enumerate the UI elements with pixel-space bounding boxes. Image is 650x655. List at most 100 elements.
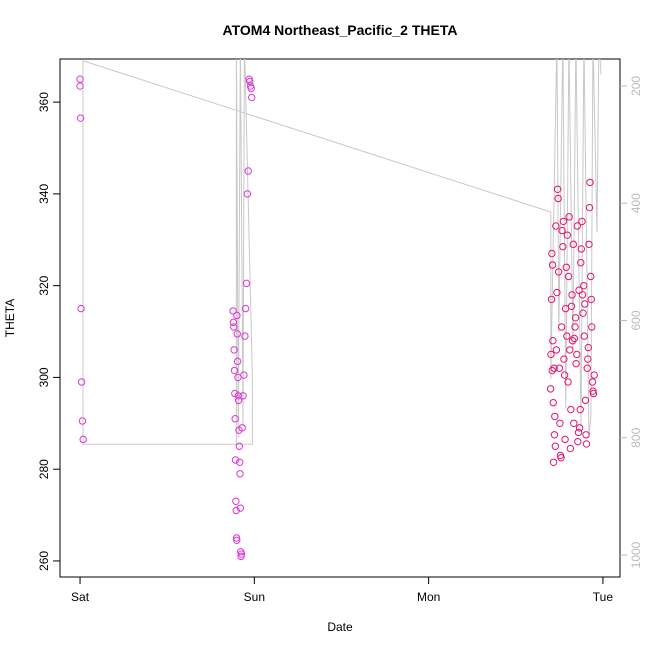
x-tick-label: Mon bbox=[417, 590, 440, 604]
point bbox=[556, 419, 564, 427]
point bbox=[550, 431, 559, 439]
y2-tick-label: 200 bbox=[629, 76, 643, 96]
point bbox=[233, 536, 241, 544]
point bbox=[587, 272, 595, 281]
y-tick-label: 340 bbox=[37, 184, 51, 204]
y2-tick-label: 600 bbox=[629, 310, 643, 330]
point bbox=[229, 318, 238, 327]
point bbox=[557, 454, 565, 462]
y-tick-label: 360 bbox=[37, 92, 51, 112]
point bbox=[588, 323, 596, 331]
point bbox=[558, 226, 566, 235]
point bbox=[572, 359, 580, 368]
point bbox=[76, 82, 84, 90]
x-tick-label: Tue bbox=[593, 590, 614, 604]
point bbox=[581, 396, 590, 405]
y-tick-label: 300 bbox=[37, 367, 51, 387]
point bbox=[554, 268, 563, 276]
plot-area bbox=[76, 59, 602, 561]
point bbox=[243, 190, 252, 198]
point bbox=[564, 272, 573, 281]
point bbox=[231, 415, 239, 423]
point bbox=[571, 323, 579, 331]
y2-tick-label: 800 bbox=[629, 427, 643, 447]
y2-tick-label: 1000 bbox=[629, 541, 643, 568]
point bbox=[550, 364, 558, 372]
point bbox=[585, 203, 594, 212]
point bbox=[551, 442, 560, 450]
point bbox=[247, 84, 255, 93]
point bbox=[233, 330, 241, 338]
point bbox=[242, 279, 251, 288]
y2-tick-label: 400 bbox=[629, 193, 643, 213]
point bbox=[583, 364, 591, 372]
point bbox=[562, 263, 571, 272]
point bbox=[570, 419, 578, 427]
point bbox=[238, 424, 246, 432]
point bbox=[77, 378, 86, 386]
point bbox=[566, 444, 575, 453]
point bbox=[577, 245, 586, 253]
point bbox=[567, 405, 575, 414]
point bbox=[578, 291, 587, 299]
point bbox=[570, 334, 579, 343]
point bbox=[77, 304, 85, 313]
point bbox=[235, 458, 244, 466]
y-tick-label: 280 bbox=[37, 459, 51, 479]
point bbox=[576, 405, 584, 414]
point bbox=[549, 458, 558, 466]
point bbox=[581, 300, 589, 308]
point bbox=[546, 385, 555, 393]
point bbox=[573, 350, 581, 359]
point bbox=[548, 366, 556, 375]
point bbox=[239, 392, 247, 400]
point bbox=[231, 456, 240, 464]
point bbox=[573, 222, 581, 230]
point bbox=[568, 291, 576, 299]
point bbox=[547, 350, 555, 359]
point bbox=[232, 506, 240, 515]
point bbox=[574, 428, 583, 437]
point bbox=[574, 437, 582, 446]
point bbox=[232, 497, 240, 505]
point bbox=[586, 178, 594, 187]
point bbox=[589, 389, 598, 398]
point bbox=[565, 213, 573, 221]
point bbox=[241, 304, 250, 313]
pressure-line bbox=[82, 59, 253, 445]
point bbox=[580, 332, 588, 340]
point bbox=[571, 314, 580, 322]
point bbox=[557, 323, 566, 331]
point bbox=[237, 550, 246, 558]
point bbox=[590, 371, 598, 379]
point bbox=[76, 114, 85, 122]
point bbox=[236, 504, 245, 512]
point bbox=[233, 311, 241, 320]
point bbox=[568, 337, 577, 345]
point bbox=[560, 371, 569, 379]
point bbox=[248, 93, 256, 102]
point bbox=[548, 261, 557, 269]
point bbox=[567, 302, 576, 311]
point bbox=[244, 167, 252, 175]
point bbox=[554, 194, 562, 203]
point bbox=[569, 240, 577, 249]
point bbox=[240, 371, 248, 379]
point bbox=[551, 412, 559, 421]
point bbox=[563, 332, 571, 340]
point bbox=[563, 231, 572, 239]
point bbox=[241, 332, 249, 340]
point bbox=[246, 77, 254, 86]
x-tick-label: Sun bbox=[244, 590, 265, 604]
point bbox=[233, 357, 242, 366]
point bbox=[575, 424, 584, 432]
point bbox=[566, 346, 574, 354]
point bbox=[579, 309, 587, 317]
point bbox=[235, 442, 244, 450]
plot-frame bbox=[59, 58, 621, 578]
point bbox=[552, 222, 560, 230]
point bbox=[580, 281, 588, 290]
point bbox=[548, 249, 556, 258]
